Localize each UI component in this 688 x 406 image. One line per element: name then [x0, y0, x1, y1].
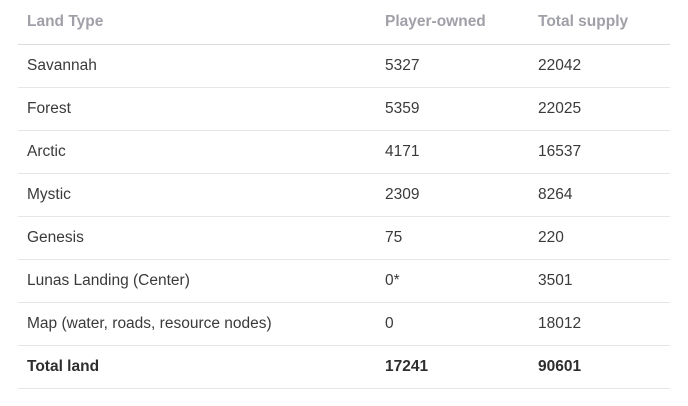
cell-player-owned: 75	[385, 229, 403, 246]
table-header-row: Land Type Player-owned Total supply	[18, 0, 670, 45]
cell-player-owned: 5327	[385, 57, 420, 74]
cell-land-type: Savannah	[27, 57, 97, 74]
cell-total-supply: 22025	[538, 100, 582, 117]
cell-land-type: Map (water, roads, resource nodes)	[27, 315, 272, 332]
cell-player-owned: 5359	[385, 100, 420, 117]
cell-total-supply: 16537	[538, 143, 582, 160]
cell-total-supply: 8264	[538, 186, 573, 203]
table-row-savannah: Savannah 5327 22042	[18, 45, 670, 88]
table-row-mystic: Mystic 2309 8264	[18, 174, 670, 217]
table-row-genesis: Genesis 75 220	[18, 217, 670, 260]
cell-player-owned: 0*	[385, 272, 400, 289]
cell-player-owned: 4171	[385, 143, 420, 160]
cell-land-type: Forest	[27, 100, 71, 117]
total-label: Total land	[27, 358, 100, 375]
cell-land-type: Genesis	[27, 229, 84, 246]
cell-total-supply: 3501	[538, 272, 573, 289]
header-player-owned: Player-owned	[385, 13, 486, 30]
total-player-owned: 17241	[385, 358, 429, 375]
cell-total-supply: 18012	[538, 315, 582, 332]
table-row-forest: Forest 5359 22025	[18, 88, 670, 131]
cell-total-supply: 220	[538, 229, 564, 246]
table-row-map: Map (water, roads, resource nodes) 0 180…	[18, 303, 670, 346]
cell-land-type: Mystic	[27, 186, 71, 203]
cell-land-type: Lunas Landing (Center)	[27, 272, 190, 289]
header-total-supply: Total supply	[538, 13, 629, 30]
table-row-arctic: Arctic 4171 16537	[18, 131, 670, 174]
cell-player-owned: 0	[385, 315, 394, 332]
table-total-row: Total land 17241 90601	[18, 346, 670, 389]
land-supply-table: Land Type Player-owned Total supply Sava…	[18, 0, 670, 389]
cell-land-type: Arctic	[27, 143, 66, 160]
header-land-type: Land Type	[27, 13, 104, 30]
cell-total-supply: 22042	[538, 57, 582, 74]
cell-player-owned: 2309	[385, 186, 420, 203]
table-row-lunas-landing: Lunas Landing (Center) 0* 3501	[18, 260, 670, 303]
total-supply: 90601	[538, 358, 582, 375]
